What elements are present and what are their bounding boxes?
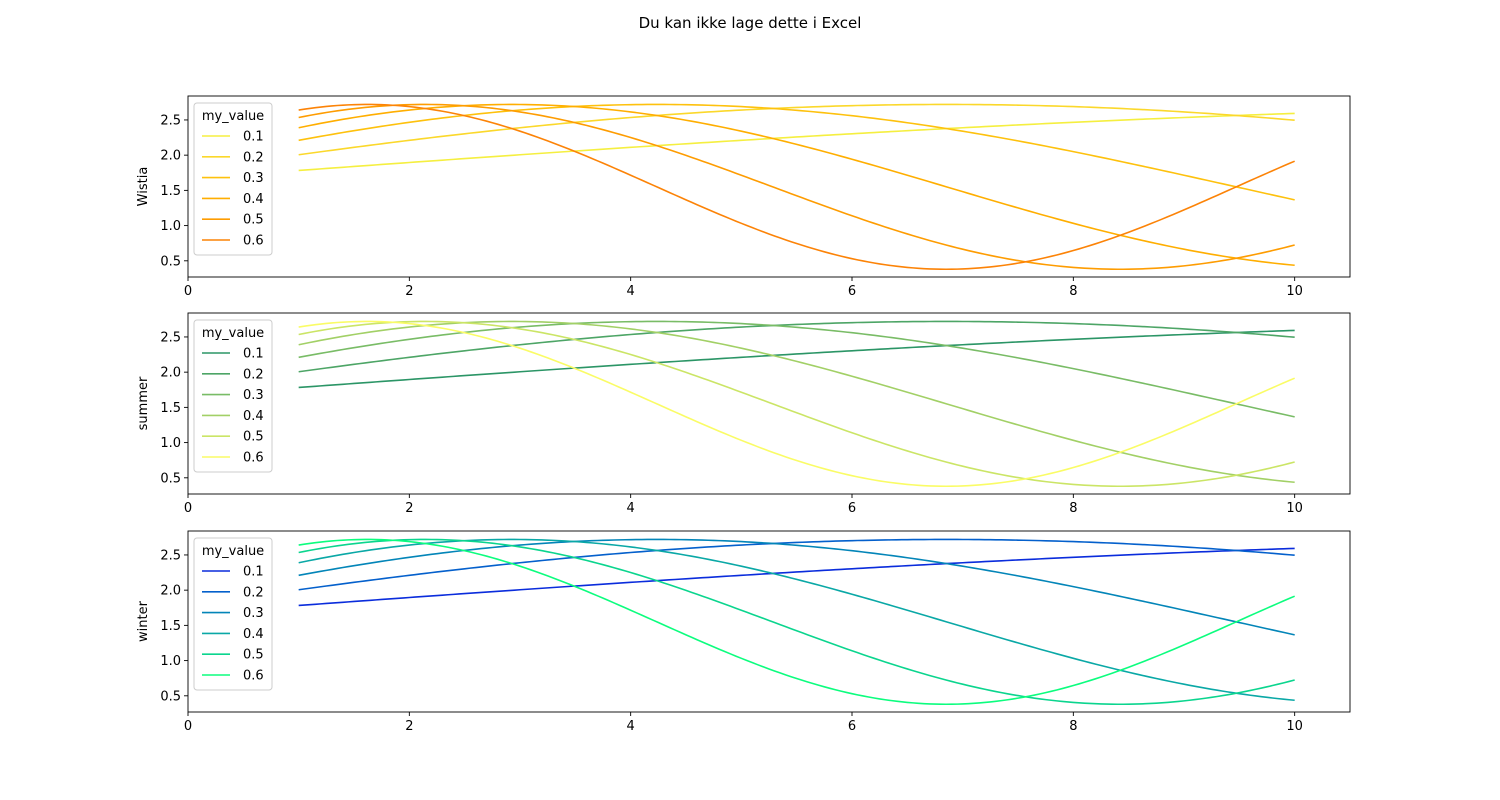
y-tick-label: 1.0: [160, 219, 181, 234]
legend-label-0.5: 0.5: [243, 213, 264, 228]
subplot-summer: 0 2 4 6 8 10 0.5 1.0 1.5 2.0 2.5 summer my_value 0.1 0…: [136, 312, 1351, 516]
axes-frame: [187, 95, 1351, 278]
legend-label-0.1: 0.1: [243, 130, 264, 145]
legend-label-0.6: 0.6: [243, 669, 264, 684]
legend-label-0.3: 0.3: [243, 171, 264, 186]
subplot-winter: 0 2 4 6 8 10 0.5 1.0 1.5 2.0 2.5 winter my_value 0.1 0…: [136, 530, 1351, 734]
y-tick-label: 2.5: [160, 113, 181, 128]
legend-label-0.2: 0.2: [243, 367, 264, 382]
y-tick-label: 2.5: [160, 330, 181, 345]
legend-label-0.3: 0.3: [243, 388, 264, 403]
series-line-0.6: [298, 103, 1295, 271]
y-axis-label: summer: [136, 376, 151, 430]
legend-title: my_value: [202, 544, 264, 559]
x-tick-label: 0: [184, 719, 192, 734]
y-tick-label: 2.0: [160, 366, 181, 381]
x-tick-label: 6: [848, 719, 856, 734]
legend-box: [193, 102, 273, 256]
legend-label-0.4: 0.4: [243, 627, 264, 642]
x-tick-label: 8: [1069, 284, 1077, 299]
y-tick-label: 2.0: [160, 584, 181, 599]
legend-label-0.1: 0.1: [243, 347, 264, 362]
axes-frame: [187, 312, 1351, 495]
series-line-0.6: [298, 320, 1295, 488]
x-tick-label: 10: [1286, 284, 1303, 299]
figure-title: Du kan ikke lage dette i Excel: [639, 14, 862, 32]
x-tick-label: 4: [627, 501, 635, 516]
legend-box: [193, 537, 273, 691]
y-tick-label: 0.5: [160, 254, 181, 269]
series-line-0.6: [298, 538, 1295, 706]
y-tick-label: 0.5: [160, 689, 181, 704]
x-tick-label: 2: [405, 719, 413, 734]
legend-title: my_value: [202, 326, 264, 341]
legend-label-0.4: 0.4: [243, 192, 264, 207]
series-line-0.2: [298, 320, 1295, 373]
y-axis-label: winter: [136, 600, 151, 642]
series-line-0.5: [298, 320, 1295, 488]
series-line-0.5: [298, 538, 1295, 706]
series-line-0.1: [298, 329, 1295, 389]
x-tick-label: 4: [627, 284, 635, 299]
x-tick-label: 8: [1069, 501, 1077, 516]
series-line-0.5: [298, 103, 1295, 271]
series-line-0.2: [298, 538, 1295, 591]
series-line-0.1: [298, 112, 1295, 172]
legend-label-0.5: 0.5: [243, 430, 264, 445]
x-tick-label: 10: [1286, 501, 1303, 516]
legend-label-0.5: 0.5: [243, 648, 264, 663]
legend-title: my_value: [202, 109, 264, 124]
y-tick-label: 1.0: [160, 654, 181, 669]
x-tick-label: 4: [627, 719, 635, 734]
subplot-wistia: 0 2 4 6 8 10 0.5 1.0 1.5 2.0 2.5 Wistia my_value 0.1 0…: [136, 95, 1351, 299]
axes-frame: [187, 530, 1351, 713]
legend-label-0.2: 0.2: [243, 150, 264, 165]
legend-label-0.6: 0.6: [243, 234, 264, 249]
legend-label-0.6: 0.6: [243, 451, 264, 466]
x-tick-label: 2: [405, 284, 413, 299]
x-tick-label: 6: [848, 284, 856, 299]
legend-label-0.3: 0.3: [243, 606, 264, 621]
y-tick-label: 1.5: [160, 619, 181, 634]
subplots: 0 2 4 6 8 100.51.01.52.02.5Wistiamy_value0.10…: [136, 95, 1351, 734]
series-line-0.1: [298, 547, 1295, 607]
legend-label-0.1: 0.1: [243, 565, 264, 580]
y-tick-label: 1.0: [160, 436, 181, 451]
y-tick-label: 1.5: [160, 401, 181, 416]
x-tick-label: 0: [184, 284, 192, 299]
legend: my_value 0.1 0.2 0.3 0.4 0.5 0.6: [193, 102, 273, 256]
legend: my_value 0.1 0.2 0.3 0.4 0.5 0.6: [193, 319, 273, 473]
y-axis-label: Wistia: [136, 167, 151, 207]
legend-box: [193, 319, 273, 473]
legend-label-0.2: 0.2: [243, 585, 264, 600]
x-tick-label: 6: [848, 501, 856, 516]
y-tick-label: 0.5: [160, 471, 181, 486]
y-tick-label: 2.0: [160, 149, 181, 164]
x-tick-label: 8: [1069, 719, 1077, 734]
x-tick-label: 10: [1286, 719, 1303, 734]
y-tick-label: 1.5: [160, 184, 181, 199]
x-tick-label: 0: [184, 501, 192, 516]
x-tick-label: 2: [405, 501, 413, 516]
legend: my_value 0.1 0.2 0.3 0.4 0.5 0.6: [193, 537, 273, 691]
y-tick-label: 2.5: [160, 548, 181, 563]
legend-label-0.4: 0.4: [243, 409, 264, 424]
series-line-0.2: [298, 103, 1295, 156]
